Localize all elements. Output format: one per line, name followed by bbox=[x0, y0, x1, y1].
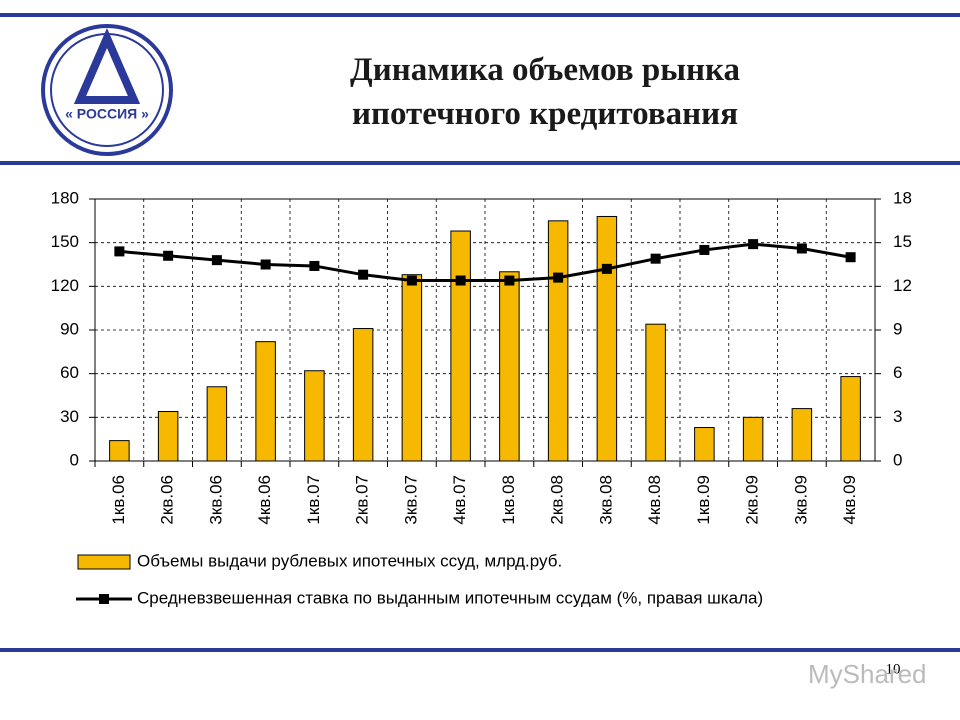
legend-swatch bbox=[77, 554, 131, 570]
y2-tick-label: 9 bbox=[893, 319, 902, 338]
y2-tick-label: 0 bbox=[893, 450, 902, 469]
y2-tick-label: 15 bbox=[893, 232, 912, 251]
x-tick-label: 3кв.07 bbox=[401, 475, 420, 525]
bar bbox=[840, 376, 861, 462]
legend-label: Объемы выдачи рублевых ипотечных ссуд, м… bbox=[137, 551, 562, 570]
x-tick-label: 4кв.08 bbox=[645, 475, 664, 525]
y-tick-label: 0 bbox=[70, 450, 79, 469]
x-tick-label: 3кв.09 bbox=[791, 475, 810, 525]
x-tick-label: 1кв.08 bbox=[499, 475, 518, 525]
x-tick-label: 4кв.06 bbox=[255, 475, 274, 525]
page-number: 10 bbox=[886, 661, 901, 677]
marker bbox=[650, 253, 661, 264]
y2-tick-label: 6 bbox=[893, 363, 902, 382]
marker bbox=[455, 275, 466, 286]
y2-tick-label: 12 bbox=[893, 276, 912, 295]
marker bbox=[406, 275, 417, 286]
x-tick-label: 4кв.07 bbox=[450, 475, 469, 525]
y-tick-label: 180 bbox=[51, 188, 79, 207]
x-tick-label: 1кв.07 bbox=[304, 475, 323, 525]
top-rule bbox=[0, 13, 960, 17]
x-tick-label: 1кв.09 bbox=[694, 475, 713, 525]
logo-text: « РОССИЯ » bbox=[65, 106, 149, 122]
mid-rule bbox=[0, 161, 960, 165]
x-tick-label: 1кв.06 bbox=[109, 475, 128, 525]
bar bbox=[596, 215, 618, 462]
marker bbox=[504, 275, 515, 286]
marker bbox=[163, 250, 174, 261]
marker bbox=[260, 259, 271, 270]
marker bbox=[796, 243, 807, 254]
y2-tick-label: 18 bbox=[893, 188, 912, 207]
x-tick-label: 3кв.08 bbox=[596, 475, 615, 525]
marker bbox=[211, 255, 222, 266]
bar bbox=[401, 274, 423, 462]
legend-marker bbox=[99, 594, 109, 604]
bar bbox=[499, 271, 520, 462]
bottom-rule bbox=[0, 648, 960, 652]
marker bbox=[358, 269, 369, 280]
y2-tick-label: 3 bbox=[893, 407, 902, 426]
bar bbox=[450, 230, 471, 462]
bar bbox=[109, 440, 130, 462]
marker bbox=[699, 244, 710, 255]
marker bbox=[309, 260, 320, 271]
x-tick-label: 2кв.09 bbox=[743, 475, 762, 525]
x-tick-label: 2кв.07 bbox=[353, 475, 372, 525]
bar bbox=[304, 370, 325, 462]
x-tick-label: 2кв.06 bbox=[158, 475, 177, 525]
bar bbox=[206, 386, 228, 462]
marker bbox=[748, 239, 759, 250]
bar bbox=[645, 323, 666, 462]
y-tick-label: 150 bbox=[51, 232, 79, 251]
y-tick-label: 90 bbox=[60, 319, 79, 338]
bar bbox=[742, 416, 764, 462]
bar bbox=[547, 220, 569, 462]
watermark: MyShared bbox=[808, 659, 927, 689]
bar bbox=[791, 408, 813, 462]
x-tick-label: 2кв.08 bbox=[548, 475, 567, 525]
bar bbox=[352, 328, 374, 462]
bar bbox=[157, 411, 179, 462]
x-tick-label: 3кв.06 bbox=[206, 475, 225, 525]
y-tick-label: 120 bbox=[51, 276, 79, 295]
x-tick-label: 4кв.09 bbox=[840, 475, 859, 525]
marker bbox=[553, 272, 564, 283]
marker bbox=[845, 252, 856, 263]
bar bbox=[694, 427, 715, 462]
y-tick-label: 60 bbox=[60, 363, 79, 382]
marker bbox=[601, 263, 612, 274]
line bbox=[119, 242, 851, 283]
logo: « РОССИЯ » bbox=[41, 24, 173, 156]
legend-label: Средневзвешенная ставка по выданным ипот… bbox=[137, 588, 763, 607]
chart-title: Динамика объемов рынка ипотечного кредит… bbox=[350, 52, 740, 132]
marker bbox=[114, 246, 125, 257]
bar bbox=[255, 341, 276, 462]
y-tick-label: 30 bbox=[60, 407, 79, 426]
